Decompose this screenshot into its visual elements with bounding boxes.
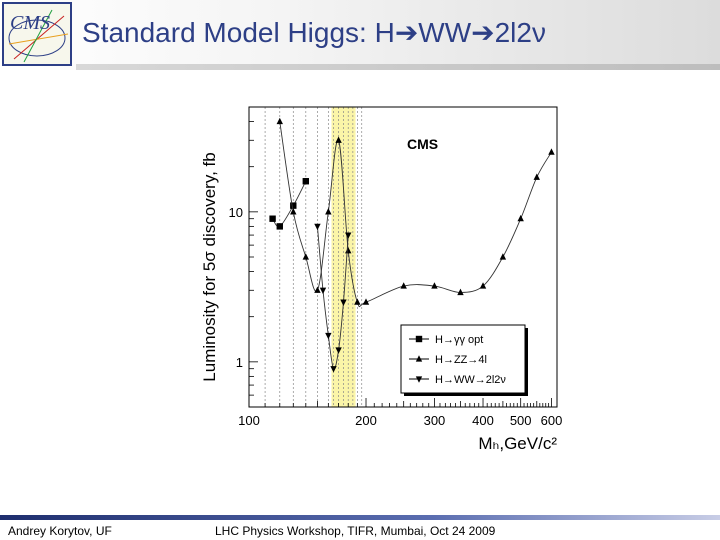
slide-header: CMS Standard Model Higgs: H➔WW➔2l2ν bbox=[0, 0, 720, 70]
footer-author: Andrey Korytov, UF bbox=[8, 524, 112, 538]
title-divider bbox=[76, 64, 720, 70]
series-2-point bbox=[335, 136, 342, 143]
series-line-2 bbox=[279, 121, 552, 308]
y-axis-label: Luminosity for 5σ discovery, fb bbox=[200, 152, 219, 381]
series-2-point bbox=[517, 214, 524, 222]
series-3-point bbox=[319, 287, 327, 295]
page-title: Standard Model Higgs: H➔WW➔2l2ν bbox=[82, 17, 546, 48]
series-3-point bbox=[335, 347, 342, 354]
footer-event: LHC Physics Workshop, TIFR, Mumbai, Oct … bbox=[215, 524, 496, 538]
legend-label: H→ZZ→4l bbox=[435, 354, 487, 366]
logo-text: CMS bbox=[10, 12, 50, 34]
legend-marker bbox=[415, 355, 423, 362]
series-1-point bbox=[290, 202, 297, 209]
series-2-point bbox=[302, 253, 309, 260]
x-tick-label: 500 bbox=[510, 413, 532, 428]
series-3-point bbox=[314, 223, 321, 231]
legend-label: H→WW→2l2ν bbox=[435, 374, 506, 386]
series-2-point bbox=[533, 173, 540, 180]
x-tick-label: 100 bbox=[238, 413, 260, 428]
series-2-point bbox=[499, 253, 507, 260]
series-2-point bbox=[290, 208, 297, 215]
series-2-point bbox=[431, 282, 438, 289]
series-2-point bbox=[276, 117, 283, 125]
footer-divider bbox=[0, 515, 720, 520]
series-1-point bbox=[276, 223, 283, 230]
cms-annotation: CMS bbox=[407, 136, 438, 152]
y-tick-label: 1 bbox=[236, 355, 243, 370]
series-3-point bbox=[330, 366, 337, 373]
series-2-point bbox=[325, 208, 332, 215]
series-3-point bbox=[345, 232, 352, 239]
series-2-point bbox=[354, 298, 361, 305]
series-2-point bbox=[479, 282, 487, 289]
x-tick-label: 300 bbox=[424, 413, 446, 428]
x-tick-label: 200 bbox=[355, 413, 377, 428]
series-1-point bbox=[269, 215, 276, 222]
series-3-point bbox=[325, 332, 332, 340]
series-2-point bbox=[457, 288, 464, 296]
x-axis-label: Mₕ,GeV/c² bbox=[478, 434, 557, 453]
x-tick-label: 600 bbox=[541, 413, 563, 428]
x-tick-label: 400 bbox=[472, 413, 494, 428]
legend-marker bbox=[415, 376, 423, 383]
y-tick-label: 10 bbox=[229, 205, 243, 220]
series-1-point bbox=[302, 178, 309, 185]
cms-logo: CMS bbox=[2, 2, 72, 66]
legend-marker bbox=[415, 335, 423, 343]
cms-logo-graphic bbox=[8, 9, 69, 63]
series-3-point bbox=[340, 299, 347, 306]
luminosity-chart: 1 10 100 200 300 400 500 600 Mₕ,GeV/c² Luminosity… bbox=[200, 106, 563, 453]
legend-label: H→γγ opt bbox=[435, 334, 483, 346]
series-line-1 bbox=[272, 181, 307, 228]
series-2-point bbox=[400, 282, 407, 289]
series-2-point bbox=[548, 148, 555, 155]
series-2-point bbox=[345, 246, 352, 254]
series-2-point bbox=[362, 298, 370, 305]
series-2-point bbox=[314, 286, 321, 293]
